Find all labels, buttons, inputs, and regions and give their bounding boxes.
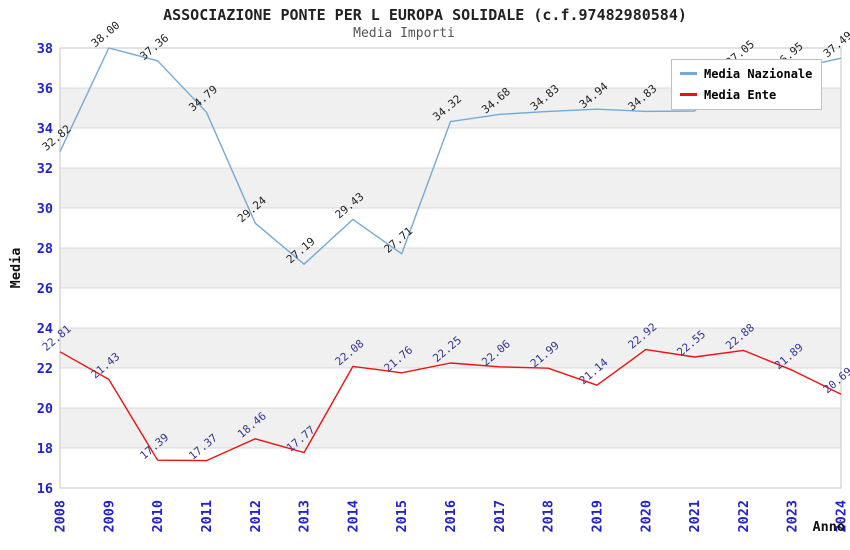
series-line-media-ente bbox=[59, 348, 842, 462]
point-label: 37.49 bbox=[821, 29, 850, 60]
y-tick-label: 20 bbox=[37, 401, 53, 417]
y-tick-label: 16 bbox=[37, 481, 53, 497]
plot-band bbox=[60, 408, 841, 448]
x-tick-label: 2016 bbox=[443, 500, 459, 533]
y-tick-label: 30 bbox=[37, 201, 53, 217]
x-tick-label: 2017 bbox=[492, 500, 508, 533]
x-axis-title: Anno bbox=[812, 519, 845, 535]
media-ente-line-swatch bbox=[680, 93, 697, 96]
y-tick-label: 28 bbox=[37, 241, 53, 257]
x-tick-label: 2018 bbox=[541, 500, 557, 533]
y-tick-label: 18 bbox=[37, 441, 53, 457]
legend-item-media-ente: Media Ente bbox=[680, 86, 812, 103]
legend-item-media-nazionale: Media Nazionale bbox=[680, 65, 812, 82]
x-tick-label: 2019 bbox=[589, 500, 605, 533]
y-tick-label: 24 bbox=[37, 321, 53, 337]
legend: Media Nazionale Media Ente bbox=[671, 59, 823, 110]
x-tick-label: 2021 bbox=[687, 500, 703, 533]
legend-label-media-ente: Media Ente bbox=[704, 87, 777, 102]
plot-band bbox=[60, 328, 841, 368]
y-tick-label: 32 bbox=[37, 161, 53, 177]
y-tick-label: 36 bbox=[37, 81, 53, 97]
plot-band bbox=[60, 248, 841, 288]
plot-border bbox=[59, 47, 842, 489]
x-tick-label: 2015 bbox=[394, 500, 410, 533]
x-tick-label: 2014 bbox=[345, 500, 361, 533]
x-tick-label: 2024 bbox=[834, 500, 850, 533]
plot-band bbox=[60, 168, 841, 208]
x-tick-label: 2023 bbox=[785, 500, 801, 533]
y-tick-label: 22 bbox=[37, 361, 53, 377]
x-tick-label: 2022 bbox=[736, 500, 752, 533]
legend-label-media-nazionale: Media Nazionale bbox=[704, 66, 813, 81]
x-tick-label: 2010 bbox=[150, 500, 166, 533]
x-tick-label: 2020 bbox=[638, 500, 654, 533]
x-tick-label: 2008 bbox=[53, 500, 69, 533]
x-tick-label: 2012 bbox=[248, 500, 264, 533]
y-tick-label: 26 bbox=[37, 281, 53, 297]
media-nazionale-line-swatch bbox=[680, 72, 697, 75]
chart-subtitle: Media Importi bbox=[353, 26, 455, 41]
x-tick-label: 2009 bbox=[101, 500, 117, 533]
chart-title: ASSOCIAZIONE PONTE PER L EUROPA SOLIDALE… bbox=[163, 6, 687, 24]
x-tick-label: 2011 bbox=[199, 500, 215, 533]
y-tick-label: 34 bbox=[37, 121, 53, 137]
x-tick-label: 2013 bbox=[297, 500, 313, 533]
y-axis-title: Media bbox=[8, 248, 24, 289]
y-tick-label: 38 bbox=[37, 41, 53, 57]
